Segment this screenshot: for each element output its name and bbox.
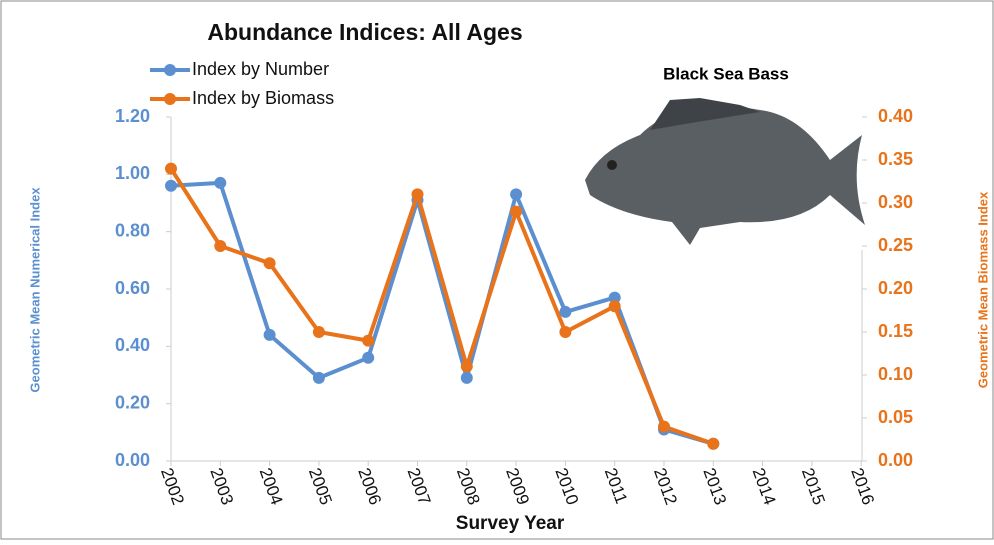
point — [362, 351, 375, 364]
legend-label: Index by Number — [192, 59, 329, 79]
point — [214, 240, 227, 252]
point — [263, 328, 276, 341]
x-axis-label: Survey Year — [456, 513, 565, 534]
point — [312, 371, 325, 384]
point — [559, 305, 572, 318]
series-line — [169, 167, 714, 446]
y2-tick-label: 0.00 — [878, 450, 913, 470]
y2-tick-label: 0.40 — [878, 106, 913, 126]
series-line — [170, 180, 714, 446]
point — [214, 176, 227, 189]
point — [559, 326, 572, 338]
y2-tick-label: 0.15 — [878, 321, 913, 341]
y-tick-label: 1.20 — [115, 106, 150, 126]
fish-body — [585, 105, 865, 245]
y2-tick-label: 0.30 — [878, 192, 913, 212]
y2-tick-label: 0.20 — [878, 278, 913, 298]
y2-tick-label: 0.10 — [878, 364, 913, 384]
y-tick-label: 0.80 — [115, 220, 150, 240]
point — [165, 179, 177, 192]
y-tick-label: 1.00 — [115, 163, 150, 183]
annotation: Black Sea Bass — [663, 64, 789, 83]
chart-title: Abundance Indices: All Ages — [207, 19, 522, 45]
point — [165, 162, 177, 175]
y2-tick-label: 0.25 — [878, 235, 913, 255]
point — [608, 300, 621, 313]
point — [608, 291, 621, 304]
y-axis-label: Geometric Mean Numerical Index — [27, 187, 42, 393]
legend-label: Index by Biomass — [192, 88, 334, 108]
point — [263, 257, 276, 270]
y-tick-label: 0.40 — [115, 335, 150, 355]
fish-image — [585, 98, 865, 245]
y-tick-label: 0.60 — [115, 278, 150, 298]
point — [510, 188, 523, 201]
point — [658, 420, 670, 433]
point — [411, 188, 424, 201]
legend-marker — [164, 64, 176, 76]
legend-marker — [164, 93, 176, 105]
point — [362, 334, 375, 347]
y2-axis-label: Geometric Mean Biomass Index — [975, 191, 990, 388]
y2-tick-label: 0.35 — [878, 149, 913, 169]
point — [510, 205, 523, 218]
point — [460, 360, 473, 373]
y-tick-label: 0.00 — [115, 450, 150, 470]
point — [312, 326, 325, 338]
point — [460, 371, 473, 384]
fish-fin — [650, 98, 760, 130]
point — [707, 437, 720, 450]
fish-eye — [607, 160, 617, 170]
y2-tick-label: 0.05 — [878, 407, 913, 427]
y-tick-label: 0.20 — [115, 392, 150, 412]
